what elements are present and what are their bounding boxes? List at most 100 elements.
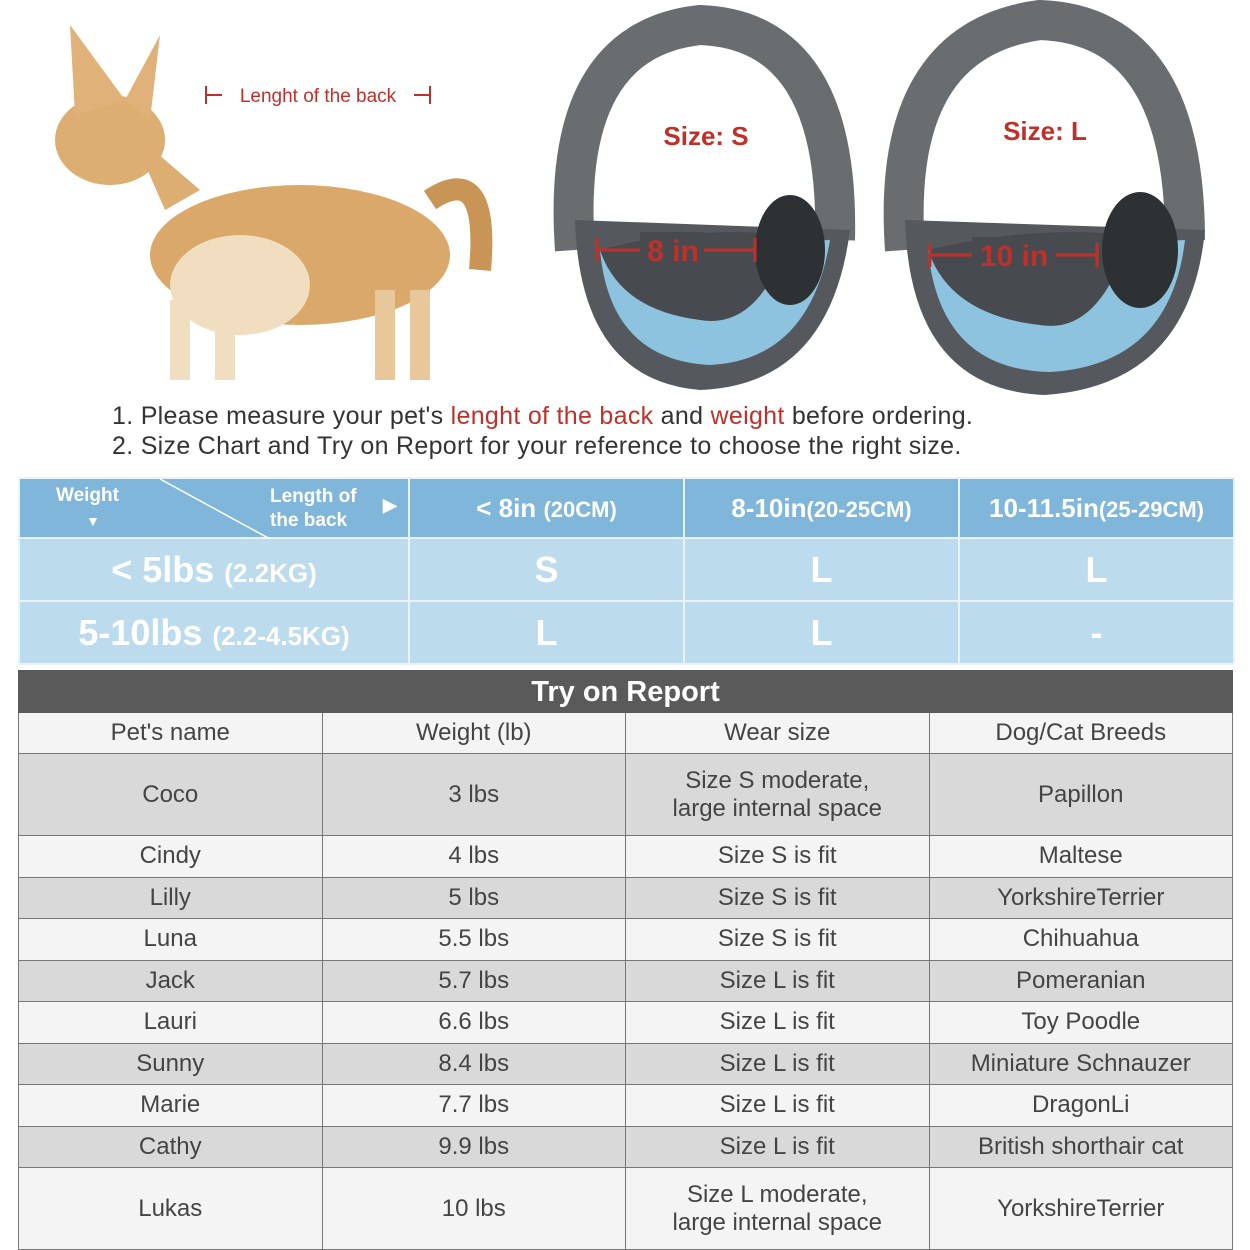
pet-name-cell: Lilly [18, 876, 323, 919]
length-col-1: < 8in (20CM) [408, 477, 685, 539]
length-col-3: 10-11.5in(25-29CM) [958, 477, 1235, 539]
row-main: 5-10lbs [78, 611, 203, 653]
wear-size-cell: Size L is fit [625, 959, 930, 1002]
table-row: Coco 3 lbs Size S moderate, large internal… [18, 753, 1233, 836]
col-main: < 8in [476, 492, 537, 523]
table-row: Lukas 10 lbs Size L moderate, large intern… [18, 1167, 1233, 1250]
weight-cell: 4 lbs [321, 835, 626, 878]
note-text: and [653, 402, 711, 430]
wear-size-cell: Size L is fit [625, 1084, 930, 1127]
instruction-2: 2. Size Chart and Try on Report for your… [112, 432, 962, 460]
size-cell: S [408, 537, 685, 602]
wear-size-cell: Size S is fit [625, 835, 930, 878]
col-main: 8-10in [731, 492, 807, 523]
size-chart-header: Weight ▼ Length of the back ▶ < 8in (20C… [18, 477, 1235, 539]
weight-axis-label: Weight [56, 485, 119, 506]
pet-name-cell: Marie [18, 1084, 323, 1127]
length-col-2: 8-10in(20-25CM) [683, 477, 960, 539]
size-cell: L [958, 537, 1235, 602]
col-main: 10-11.5in [989, 492, 1099, 523]
row-main: < 5lbs [111, 548, 215, 590]
table-row: Jack 5.7 lbs Size L is fit Pomeranian [18, 959, 1233, 1002]
row-sub: (2.2-4.5KG) [212, 620, 350, 651]
back-length-label: Lenght of the back [240, 86, 397, 107]
weight-cell: 5 lbs [321, 876, 626, 919]
wear-size-cell: Size L is fit [625, 1001, 930, 1044]
size-chart: Weight ▼ Length of the back ▶ < 8in (20C… [18, 477, 1235, 665]
breed-cell: DragonLi [928, 1084, 1233, 1127]
table-row: Lilly 5 lbs Size S is fit YorkshireTerrier [18, 876, 1233, 919]
weight-cell: 3 lbs [321, 753, 626, 836]
down-arrow-icon: ▼ [86, 513, 100, 529]
col-sub: (25-29CM) [1098, 496, 1204, 522]
pet-name-cell: Sunny [18, 1042, 323, 1085]
note-emphasis: weight [710, 402, 785, 430]
corner-cell: Weight ▼ Length of the back ▶ [18, 477, 410, 539]
weight-cell: 7.7 lbs [321, 1084, 626, 1127]
weight-cell: 9.9 lbs [321, 1125, 626, 1168]
weight-cell: 10 lbs [321, 1167, 626, 1250]
breed-cell: YorkshireTerrier [928, 1167, 1233, 1250]
product-illustration: Lenght of the back Size: S 8 in Size: L … [55, 0, 1205, 395]
try-on-report: Try on Report Pet's name Weight (lb) Wea… [18, 670, 1233, 1250]
row-sub: (2.2KG) [224, 557, 317, 588]
column-header: Weight (lb) [321, 712, 626, 754]
wear-size-cell: Size L is fit [625, 1042, 930, 1085]
column-header: Pet's name [18, 712, 323, 754]
column-header: Wear size [625, 712, 930, 754]
report-title: Try on Report [18, 670, 1233, 713]
pet-name-cell: Lukas [18, 1167, 323, 1250]
breed-cell: Chihuahua [928, 918, 1233, 961]
size-chart-row: 5-10lbs (2.2-4.5KG) L L - [18, 600, 1235, 665]
dog-image [55, 25, 493, 380]
table-row: Lauri 6.6 lbs Size L is fit Toy Poodle [18, 1001, 1233, 1044]
pet-name-cell: Cindy [18, 835, 323, 878]
table-row: Luna 5.5 lbs Size S is fit Chihuahua [18, 918, 1233, 961]
wear-size-cell: Size S moderate, large internal space [625, 753, 930, 836]
table-row: Cathy 9.9 lbs Size L is fit British shortha… [18, 1125, 1233, 1168]
breed-cell: Papillon [928, 753, 1233, 836]
diagonal-divider [159, 479, 271, 539]
size-cell: - [958, 600, 1235, 665]
breed-cell: British shorthair cat [928, 1125, 1233, 1168]
weight-cell: 8.4 lbs [321, 1042, 626, 1085]
breed-cell: Miniature Schnauzer [928, 1042, 1233, 1085]
breed-cell: Toy Poodle [928, 1001, 1233, 1044]
note-text: before ordering. [784, 402, 974, 430]
instruction-1: 1. Please measure your pet's lenght of t… [112, 402, 973, 431]
bag-large-image [883, 0, 1205, 395]
report-header-row: Pet's name Weight (lb) Wear size Dog/Cat… [18, 712, 1233, 754]
wear-size-cell: Size S is fit [625, 918, 930, 961]
breed-cell: YorkshireTerrier [928, 876, 1233, 919]
size-cell: L [683, 537, 960, 602]
breed-cell: Pomeranian [928, 959, 1233, 1002]
note-text: 1. Please measure your pet's [112, 402, 451, 430]
weight-cell: 6.6 lbs [321, 1001, 626, 1044]
size-cell: L [408, 600, 685, 665]
bag-large-size-label: Size: L [1003, 116, 1087, 146]
pet-name-cell: Luna [18, 918, 323, 961]
weight-cell: 5.5 lbs [321, 918, 626, 961]
pet-name-cell: Jack [18, 959, 323, 1002]
weight-row-label: 5-10lbs (2.2-4.5KG) [18, 600, 410, 665]
wear-size-cell: Size L moderate, large internal space [625, 1167, 930, 1250]
size-cell: L [683, 600, 960, 665]
weight-cell: 5.7 lbs [321, 959, 626, 1002]
table-row: Cindy 4 lbs Size S is fit Maltese [18, 835, 1233, 878]
wear-size-cell: Size S is fit [625, 876, 930, 919]
pet-name-cell: Lauri [18, 1001, 323, 1044]
col-sub: (20-25CM) [806, 496, 912, 522]
bag-small-measure: 8 in [647, 235, 699, 268]
bag-small-size-label: Size: S [663, 121, 748, 151]
breed-cell: Maltese [928, 835, 1233, 878]
table-row: Marie 7.7 lbs Size L is fit DragonLi [18, 1084, 1233, 1127]
note-emphasis: lenght of the back [450, 402, 654, 430]
column-header: Dog/Cat Breeds [928, 712, 1233, 754]
table-row: Sunny 8.4 lbs Size L is fit Miniature Schna… [18, 1042, 1233, 1085]
bag-large-measure: 10 in [980, 240, 1048, 273]
col-sub: (20CM) [543, 496, 617, 522]
bag-small-image [553, 4, 856, 390]
right-arrow-icon: ▶ [383, 495, 397, 515]
weight-row-label: < 5lbs (2.2KG) [18, 537, 410, 602]
pet-name-cell: Coco [18, 753, 323, 836]
